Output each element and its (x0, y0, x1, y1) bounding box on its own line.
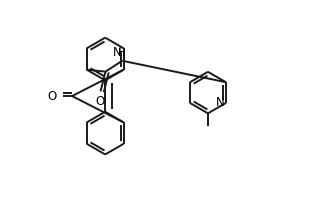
Text: O: O (95, 95, 104, 108)
Text: N: N (113, 46, 122, 59)
Text: N: N (215, 97, 224, 109)
Text: O: O (47, 90, 56, 102)
Text: H: H (119, 48, 126, 58)
